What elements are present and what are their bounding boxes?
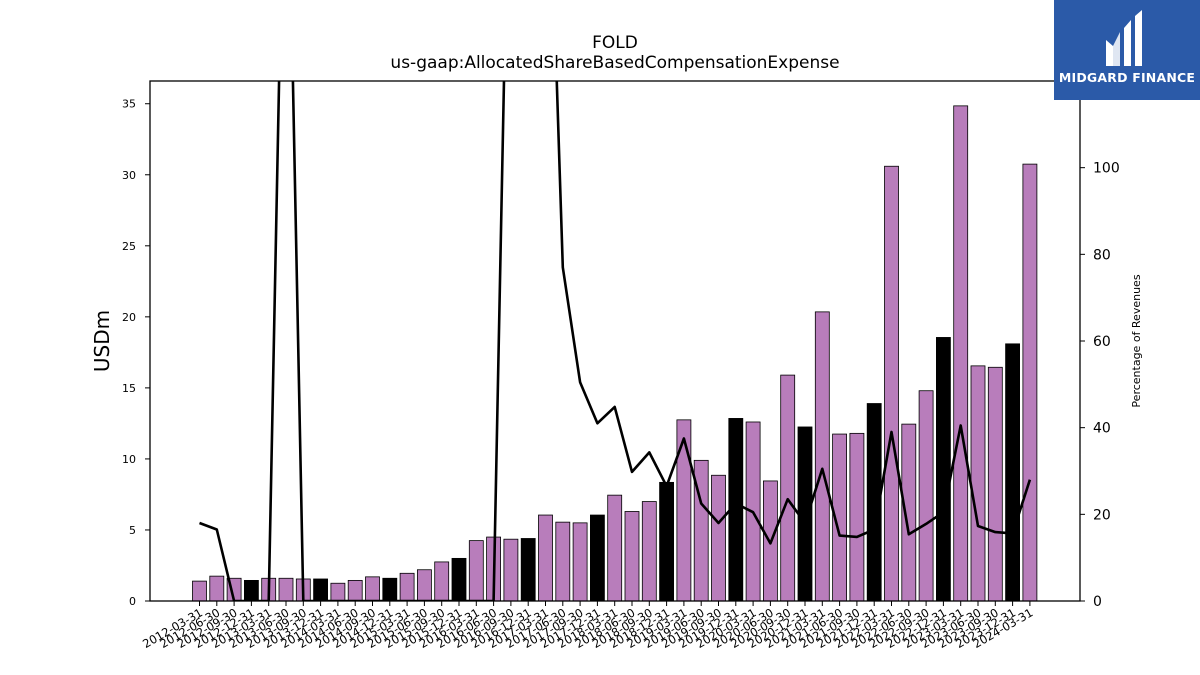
bar-2020-12-31	[797, 426, 813, 602]
midgard-logo-icon	[1106, 10, 1142, 66]
y2-tick-label: 40	[1093, 421, 1111, 437]
y-axis-left: 0 5 10 15 20 25 30 35	[122, 98, 150, 608]
bar-2019-09-30	[711, 474, 726, 602]
line-percentage-of-revenues	[199, 81, 1032, 601]
y-tick-label: 0	[129, 595, 136, 608]
bar-2022-09-30	[918, 390, 934, 602]
bar-2015-03-31	[399, 572, 415, 602]
bar-2014-09-30	[365, 576, 380, 602]
y2-axis-label: Percentage of Revenues	[1130, 274, 1143, 407]
y-axis-right: 0 20 40 60 80 100	[1080, 161, 1120, 610]
bar-2018-12-31	[659, 481, 674, 602]
bar-2017-03-31	[538, 514, 553, 602]
line-layer	[199, 81, 1032, 601]
y2-tick-label: 80	[1093, 247, 1111, 263]
bar-2013-06-30	[278, 577, 294, 602]
bar-2017-09-30	[572, 522, 588, 602]
bars-layer	[192, 105, 1038, 602]
bar-2016-03-31	[468, 540, 484, 602]
brand-logo-text: MIDGARD FINANCE	[1058, 70, 1196, 85]
y-tick-label: 5	[129, 524, 136, 537]
y-axis-label: USDm	[90, 310, 114, 372]
bar-2023-09-30	[987, 366, 1003, 602]
y-tick-label: 35	[122, 98, 136, 111]
y-tick-label: 15	[122, 382, 136, 395]
y-tick-label: 20	[122, 311, 136, 324]
bar-2015-09-30	[434, 561, 450, 602]
y-tick-label: 10	[122, 453, 136, 466]
bar-2022-12-31	[936, 337, 951, 602]
y2-tick-label: 60	[1093, 334, 1111, 350]
brand-logo: MIDGARD FINANCE	[1054, 0, 1200, 100]
bar-2018-09-30	[641, 501, 657, 602]
y2-tick-label: 100	[1093, 161, 1120, 177]
bar-2016-12-31	[520, 538, 536, 602]
y2-tick-label: 0	[1093, 594, 1102, 610]
bar-2014-06-30	[347, 579, 363, 602]
bar-2015-12-31	[451, 557, 467, 602]
bar-2017-12-31	[590, 514, 605, 602]
bar-2021-09-30	[849, 432, 865, 602]
chart-subtitle: us-gaap:AllocatedShareBasedCompensationE…	[390, 53, 839, 73]
bar-2013-12-31	[313, 578, 329, 602]
bar-2014-03-31	[330, 582, 346, 602]
bar-2022-03-31	[884, 165, 899, 602]
bar-2014-12-31	[382, 577, 398, 602]
bar-2018-06-30	[624, 511, 640, 602]
chart-title: FOLD	[592, 33, 638, 53]
bar-2012-06-30	[209, 575, 225, 602]
bar-2017-06-30	[555, 521, 571, 602]
bar-2020-09-30	[780, 374, 796, 602]
bar-2021-03-31	[814, 311, 830, 602]
y2-tick-label: 20	[1093, 507, 1111, 523]
bar-2012-03-31	[192, 580, 207, 602]
bar-2015-06-30	[416, 569, 432, 602]
bar-2023-06-30	[970, 365, 986, 602]
bar-2018-03-31	[607, 494, 623, 602]
bar-2024-03-31	[1022, 163, 1038, 602]
y-tick-label: 30	[122, 169, 136, 182]
bar-2023-12-31	[1005, 343, 1020, 602]
bar-2023-03-31	[953, 105, 969, 602]
x-axis: 2012-03-312012-06-302012-09-302012-12-31…	[140, 601, 1035, 651]
bar-2016-09-30	[503, 538, 519, 602]
bar-2012-12-31	[243, 579, 259, 602]
y-tick-label: 25	[122, 240, 136, 253]
bar-2019-03-31	[676, 419, 692, 602]
